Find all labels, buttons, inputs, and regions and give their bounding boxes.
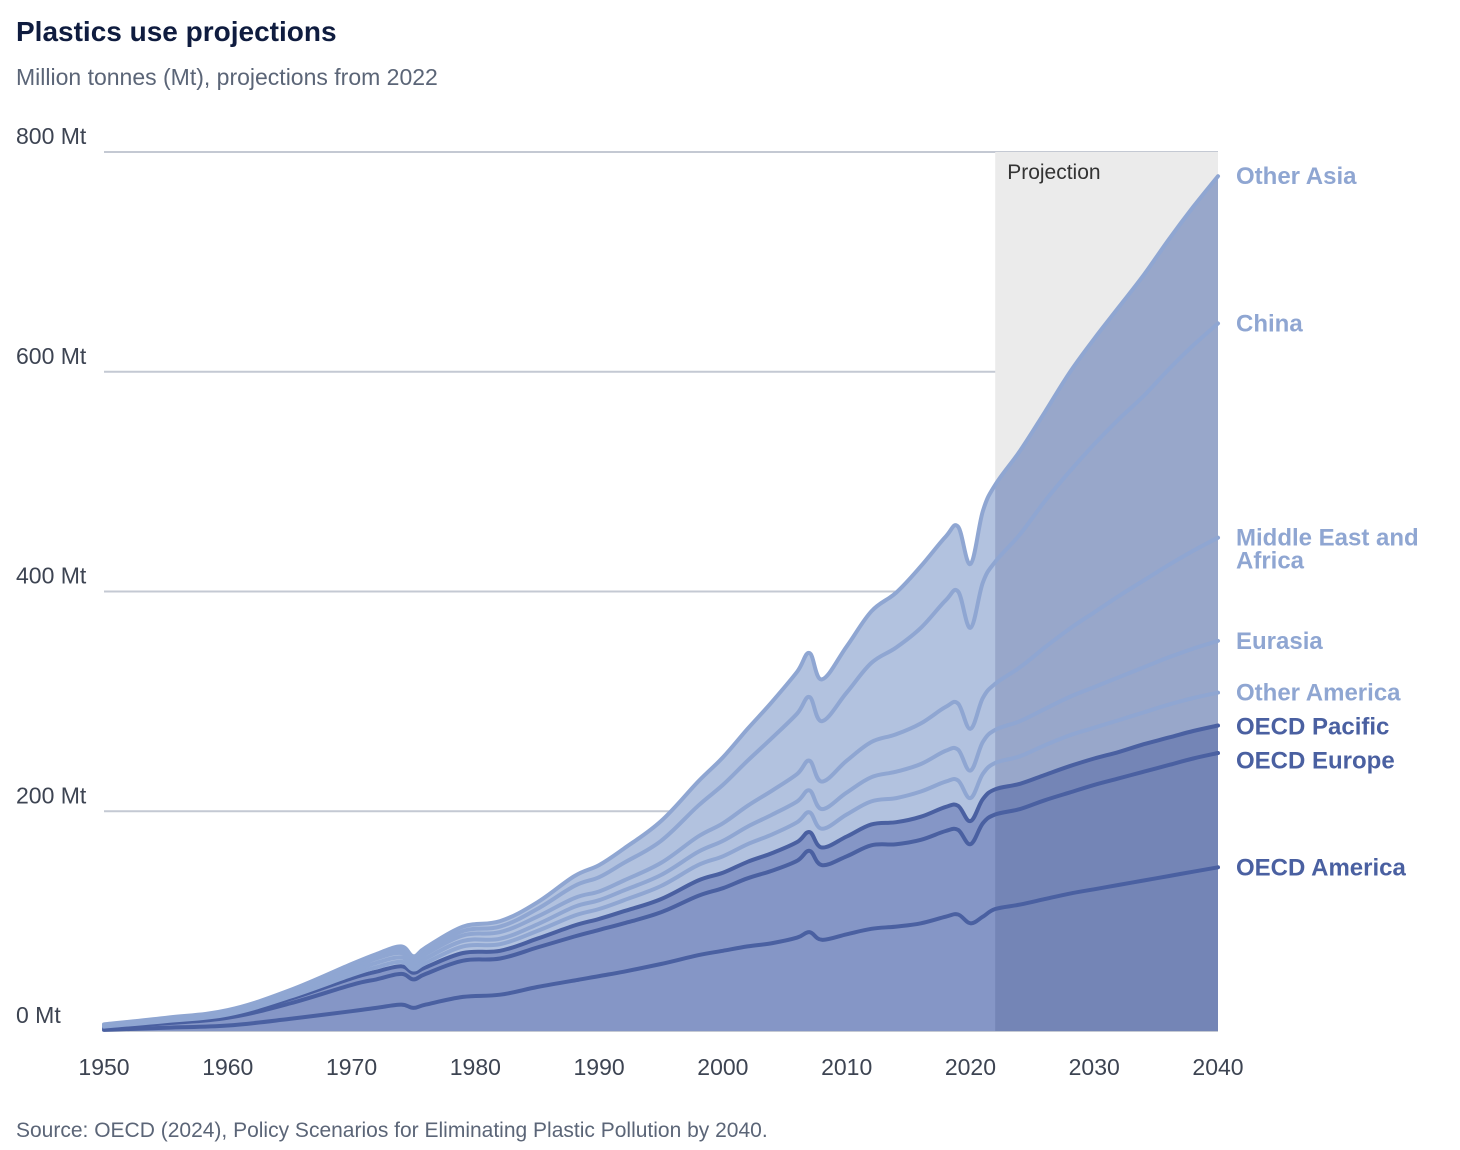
x-tick-label-1990: 1990	[574, 1054, 625, 1080]
series-label-other-asia: Other Asia	[1236, 163, 1357, 190]
series-label-eurasia: Eurasia	[1236, 628, 1323, 655]
series-lines	[102, 174, 1220, 1032]
area-oecd	[104, 725, 1218, 1031]
series-line-oecd-america	[102, 865, 1220, 1032]
x-tick-label-2030: 2030	[1069, 1054, 1120, 1080]
y-tick-label-0: 0 Mt	[16, 1002, 61, 1028]
x-tick-label-2020: 2020	[945, 1054, 996, 1080]
series-line-oecd-pacific	[102, 723, 1220, 1030]
series-line-eurasia	[102, 638, 1220, 1029]
series-line-other-america	[102, 690, 1220, 1029]
series-label-oecd-america: OECD America	[1236, 854, 1406, 881]
series-label-other-america: Other America	[1236, 680, 1401, 707]
series-line-oecd-europe	[102, 751, 1220, 1030]
chart-subtitle: Million tonnes (Mt), projections from 20…	[16, 64, 438, 90]
series-end-labels: OECD America OECD Europe OECD Pacific Other…	[1236, 163, 1419, 881]
series-line-middle-east-and-africa	[102, 535, 1220, 1028]
x-tick-label-2000: 2000	[697, 1054, 748, 1080]
x-tick-label-1980: 1980	[450, 1054, 501, 1080]
y-tick-label-400: 400 Mt	[16, 563, 87, 589]
x-tick-label-1960: 1960	[202, 1054, 253, 1080]
series-label-middle-east-and-africa: Middle East and Africa	[1236, 525, 1419, 575]
projection-label: Projection	[1007, 161, 1100, 184]
series-label-china: China	[1236, 310, 1303, 337]
axis-labels: 0 Mt 200 Mt 400 Mt 600 Mt 800 Mt 1950 1960 1970…	[16, 123, 1244, 1080]
y-tick-label-600: 600 Mt	[16, 343, 87, 369]
series-label-oecd-pacific: OECD Pacific	[1236, 714, 1389, 741]
y-tick-label-200: 200 Mt	[16, 782, 87, 808]
chart-title: Plastics use projections	[16, 16, 337, 47]
series-line-other-asia	[102, 174, 1220, 1027]
x-tick-label-1950: 1950	[78, 1054, 129, 1080]
x-tick-label-1970: 1970	[326, 1054, 377, 1080]
x-tick-label-2040: 2040	[1192, 1054, 1243, 1080]
series-label-oecd-europe: OECD Europe	[1236, 748, 1395, 775]
x-tick-label-2010: 2010	[821, 1054, 872, 1080]
y-tick-label-800: 800 Mt	[16, 123, 87, 149]
source-note: Source: OECD (2024), Policy Scenarios fo…	[16, 1119, 768, 1142]
